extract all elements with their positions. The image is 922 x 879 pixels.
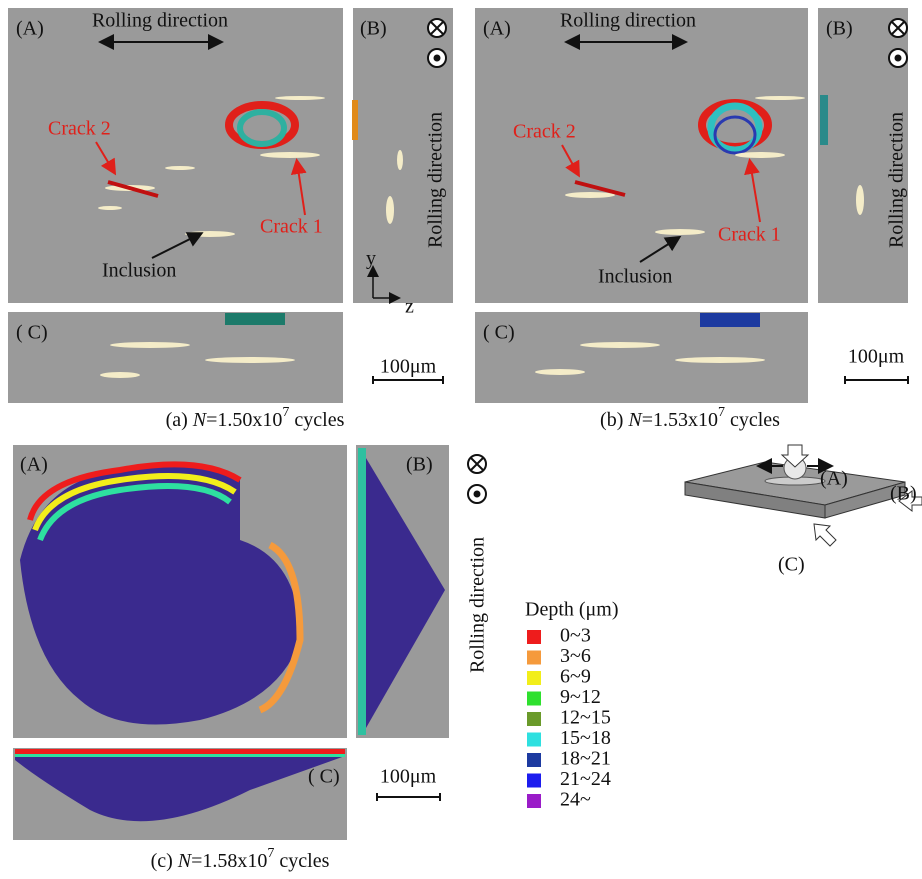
legend-label: 6~9 (560, 666, 591, 688)
view-label: ( C) (483, 322, 515, 344)
panel-b: (A) (B) ( C) Rolling direction Rolling d… (475, 8, 908, 431)
panel-c: (A) (B) ( C) Rolling direction 100μm (c)… (13, 445, 489, 872)
view-label: (A) (20, 454, 48, 476)
figure: (A) (B) ( C) Rolling direction Rolling d… (0, 0, 922, 879)
annotation: Crack 2 (48, 118, 111, 140)
scale-label: 100μm (848, 346, 905, 368)
legend-title: Depth (μm) (525, 599, 618, 621)
legend: Depth (μm) 0~33~66~99~1212~1515~1818~212… (525, 599, 618, 811)
view-label: (A) (483, 18, 511, 40)
view-label: (B) (890, 483, 917, 505)
view-label: (B) (406, 454, 433, 476)
axis-label: y (366, 248, 376, 270)
view-label: (B) (360, 18, 387, 40)
rolling-label: Rolling direction (467, 537, 489, 673)
legend-swatch (527, 651, 541, 665)
legend-swatch (527, 630, 541, 644)
scale-label: 100μm (380, 356, 437, 378)
rolling-label: Rolling direction (425, 112, 447, 248)
legend-label: 12~15 (560, 707, 611, 729)
legend-swatch (527, 692, 541, 706)
rolling-label: Rolling direction (92, 10, 228, 32)
view-label: (A) (16, 18, 44, 40)
legend-label: 18~21 (560, 748, 611, 770)
legend-label: 21~24 (560, 768, 611, 790)
caption: (b) N=1.53x107 cycles (600, 401, 780, 431)
legend-label: 9~12 (560, 686, 601, 708)
legend-label: 24~ (560, 789, 591, 811)
legend-swatch (527, 794, 541, 808)
caption: (c) N=1.58x107 cycles (151, 842, 330, 872)
scale-label: 100μm (380, 766, 437, 788)
schematic: (A) (B) (C) (685, 445, 922, 576)
annotation: Inclusion (102, 260, 176, 282)
view-label: (A) (820, 468, 848, 490)
legend-label: 3~6 (560, 645, 591, 667)
legend-label: 0~3 (560, 625, 591, 647)
annotation: Crack 1 (260, 216, 323, 238)
axis-label: z (405, 296, 414, 318)
view-label: ( C) (308, 766, 340, 788)
legend-label: 15~18 (560, 727, 611, 749)
rolling-label: Rolling direction (560, 10, 696, 32)
view-label: (C) (778, 554, 805, 576)
legend-swatch (527, 733, 541, 747)
annotation: Crack 1 (718, 224, 781, 246)
legend-swatch (527, 712, 541, 726)
legend-swatch (527, 774, 541, 788)
panel-a: (A) (B) ( C) Rolling direction Rolling d… (8, 8, 453, 431)
view-label: ( C) (16, 322, 48, 344)
rolling-label: Rolling direction (886, 112, 908, 248)
legend-swatch (527, 753, 541, 767)
annotation: Crack 2 (513, 121, 576, 143)
legend-swatch (527, 671, 541, 685)
caption: (a) N=1.50x107 cycles (166, 401, 345, 431)
view-label: (B) (826, 18, 853, 40)
view-c (8, 312, 343, 403)
annotation: Inclusion (598, 266, 672, 288)
